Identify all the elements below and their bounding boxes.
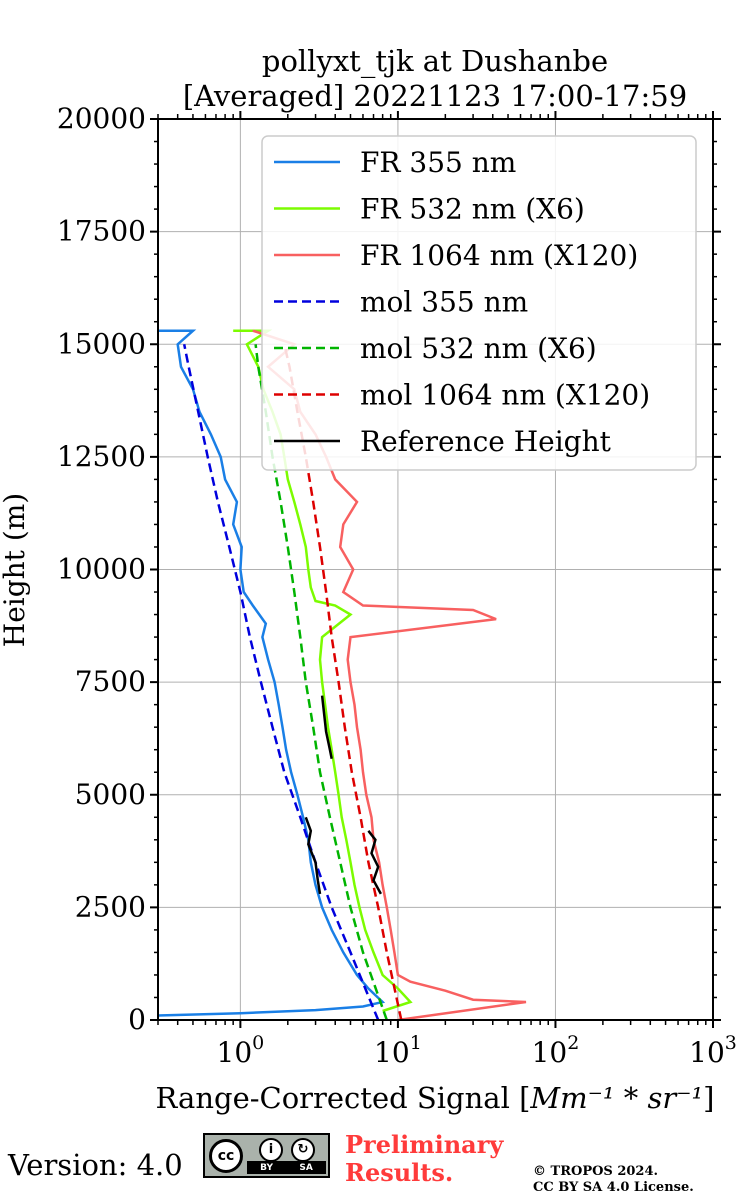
x-tick-exponent: 2: [567, 1032, 579, 1054]
x-axis-label: Range-Corrected Signal [Mm⁻¹ * sr⁻¹]: [156, 1081, 715, 1115]
legend-label: mol 355 nm: [360, 286, 528, 319]
series-line-mol-355-nm: [182, 344, 380, 1021]
cc-logo-icon: cc: [209, 1139, 243, 1173]
version-label: Version: 4.0: [8, 1148, 183, 1182]
y-tick-label: 20000: [57, 102, 146, 135]
x-tick-exponent: 0: [252, 1032, 264, 1054]
x-axis-label-text: Range-Corrected Signal [: [156, 1081, 531, 1115]
x-tick-exponent: 1: [410, 1032, 422, 1054]
y-tick-label: 5000: [75, 778, 146, 811]
x-axis-label-unit: Mm⁻¹ * sr⁻¹: [529, 1081, 703, 1115]
series-line-reference-height: [367, 830, 382, 895]
axis-ticks: 0250050007500100001250015000175002000010…: [57, 102, 737, 1069]
legend-box: [261, 135, 697, 471]
legend-label: Reference Height: [360, 425, 612, 458]
chart-legend: FR 355 nm FR 532 nm (X6) FR 1064 nm (X120)…: [261, 135, 697, 471]
cc-by-label: BY: [260, 1162, 274, 1173]
legend-label: FR 1064 nm (X120): [360, 239, 638, 272]
cc-license-badge: cc i ↻ BY SA: [203, 1133, 330, 1178]
lidar-profile-chart: pollyxt_tjk at Dushanbe [Averaged] 20221…: [0, 44, 737, 1115]
preliminary-results-label: Preliminary Results.: [345, 1131, 503, 1187]
legend-label: mol 532 nm (X6): [360, 332, 597, 365]
copyright-line1: © TROPOS 2024.: [533, 1164, 659, 1179]
x-tick-label: 103: [689, 1032, 737, 1069]
legend-label: mol 1064 nm (X120): [360, 379, 650, 412]
legend-label: FR 355 nm: [360, 146, 516, 179]
series-line-reference-height: [320, 695, 333, 759]
cc-sa-label: SA: [299, 1162, 313, 1173]
copyright-line2: CC BY SA 4.0 License.: [533, 1180, 694, 1195]
share-alike-icon: ↻: [291, 1138, 315, 1162]
y-tick-label: 10000: [57, 553, 146, 586]
chart-title-line2: [Averaged] 20221123 17:00-17:59: [183, 79, 687, 113]
x-tick-label: 101: [374, 1032, 422, 1069]
chart-title-line1: pollyxt_tjk at Dushanbe: [262, 44, 608, 79]
preliminary-line2: Results.: [345, 1158, 454, 1187]
y-tick-label: 0: [128, 1003, 146, 1036]
x-tick-base: 10: [374, 1036, 410, 1069]
y-tick-label: 12500: [57, 440, 146, 473]
series-line-reference-height: [304, 816, 322, 895]
x-tick-base: 10: [689, 1036, 725, 1069]
y-tick-label: 17500: [57, 215, 146, 248]
legend-label: FR 532 nm (X6): [360, 193, 585, 226]
x-tick-exponent: 3: [725, 1032, 737, 1054]
attribution-person-icon: i: [259, 1138, 283, 1162]
y-tick-label: 2500: [75, 890, 146, 923]
series-line-fr-355-nm: [157, 329, 386, 1017]
x-axis-label-close: ]: [703, 1081, 714, 1115]
x-tick-label: 100: [217, 1032, 265, 1069]
x-tick-base: 10: [532, 1036, 568, 1069]
preliminary-line1: Preliminary: [345, 1130, 504, 1159]
y-axis-label: Height (m): [0, 493, 31, 647]
cc-strip: BY SA: [247, 1161, 326, 1174]
y-tick-label: 7500: [75, 665, 146, 698]
series-line-mol-532-nm-x6: [254, 344, 388, 1021]
copyright-notice: © TROPOS 2024. CC BY SA 4.0 License.: [533, 1164, 694, 1196]
y-tick-label: 15000: [57, 327, 146, 360]
x-tick-label: 102: [532, 1032, 580, 1069]
x-tick-base: 10: [217, 1036, 253, 1069]
